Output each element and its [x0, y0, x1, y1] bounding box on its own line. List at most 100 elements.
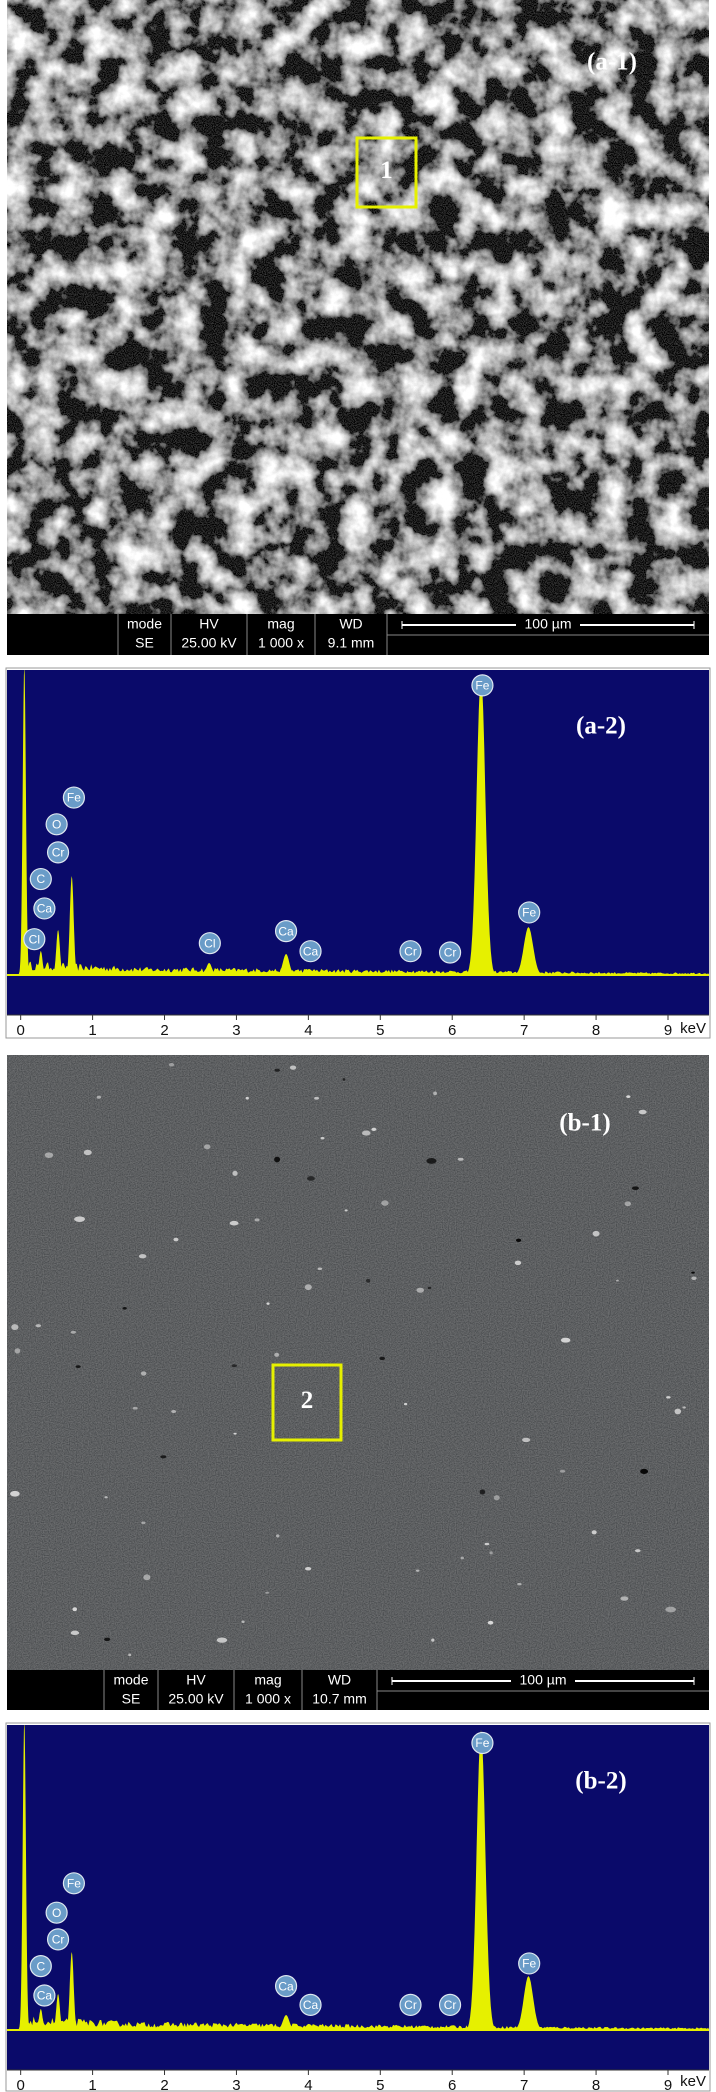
speck [620, 1596, 629, 1601]
peak-label-marker [399, 940, 422, 963]
x-tick-label: 5 [376, 2077, 384, 2092]
speck [665, 1606, 676, 1613]
x-tick-label: 9 [664, 1022, 672, 1039]
speck [489, 1551, 493, 1555]
peak-label: Cr [52, 846, 65, 860]
speck [128, 1653, 132, 1657]
speck [11, 1324, 19, 1331]
peak-label: Ca [303, 944, 319, 958]
peak [432, 972, 466, 975]
speck [427, 1286, 432, 1290]
speck [231, 1364, 237, 1368]
x-tick-label: 7 [520, 2077, 528, 2092]
speck [403, 1402, 408, 1406]
speck [304, 1284, 312, 1291]
speck [640, 1468, 649, 1474]
peak-label-marker [274, 920, 298, 943]
info-value: 1 000 x [258, 635, 304, 651]
speck [74, 1216, 86, 1222]
peak [432, 2027, 466, 2030]
x-tick-label: 4 [304, 2077, 312, 2092]
x-tick-label: 8 [592, 2077, 600, 2092]
peak-label: Cr [52, 1933, 65, 1947]
speck [14, 1348, 21, 1354]
speck [484, 1542, 490, 1546]
speck [592, 1230, 600, 1237]
speck [691, 1276, 697, 1281]
x-tick-label: 0 [16, 1022, 24, 1039]
peak [394, 2027, 426, 2030]
scale-bg [516, 617, 580, 633]
speck [122, 1306, 127, 1310]
peak [463, 1730, 499, 2030]
peak-label-marker [29, 867, 52, 891]
continuum [27, 2016, 709, 2030]
x-tick-label: 9 [664, 2077, 672, 2092]
speck [415, 1569, 420, 1572]
speck [371, 1127, 377, 1131]
speck [229, 1220, 239, 1226]
x-unit: keV [680, 1020, 706, 1037]
speck [83, 1149, 92, 1156]
peak [273, 954, 299, 975]
peak-label: Fe [475, 1736, 489, 1750]
speck [631, 1186, 639, 1190]
region-box [271, 1363, 343, 1442]
speck [591, 1530, 597, 1535]
peak-label-marker [471, 674, 494, 697]
speck [289, 1065, 297, 1070]
peak [34, 2009, 48, 2030]
speck [168, 1062, 175, 1067]
speck [624, 1201, 632, 1207]
info-bar-left [7, 1670, 104, 1710]
peak-label-marker [438, 1993, 462, 2016]
peak-label-marker [299, 940, 322, 963]
speck [514, 1260, 522, 1266]
speck [317, 1267, 323, 1270]
panel-label: (a-2) [576, 713, 626, 740]
panel-label: (b-1) [559, 1110, 610, 1137]
x-tick-label: 5 [376, 1022, 384, 1039]
speck [517, 1582, 522, 1586]
peak-label-marker [45, 813, 68, 836]
peak-label: Cr [444, 946, 457, 960]
info-header: mode [113, 1672, 148, 1688]
peak-label: Cl [29, 932, 40, 946]
x-tick-label: 1 [88, 1022, 96, 1039]
speck [171, 1410, 177, 1413]
peak [295, 2024, 323, 2030]
info-value: 25.00 kV [181, 635, 237, 651]
peak-label-marker [45, 1901, 68, 1924]
x-unit: keV [680, 2073, 706, 2090]
speck [274, 1352, 280, 1357]
x-tick-label: 2 [160, 2077, 168, 2092]
peak-label: O [52, 817, 61, 831]
speck [457, 1157, 464, 1161]
peak [34, 951, 48, 975]
info-header: mode [127, 616, 162, 632]
continuum [27, 961, 709, 975]
scale-text: 100 µm [525, 616, 572, 632]
info-header: mag [254, 1672, 281, 1688]
peak-label-marker [438, 941, 462, 964]
peak [463, 675, 499, 975]
info-value: 25.00 kV [168, 1691, 224, 1707]
spectrum [17, 670, 709, 975]
peak-label: Ca [278, 924, 294, 938]
info-bar [104, 1670, 709, 1710]
info-value: 1 000 x [245, 1691, 291, 1707]
info-header: mag [267, 616, 294, 632]
peak-label: Fe [522, 1957, 536, 1971]
speck [72, 1607, 78, 1612]
peak-label-marker [518, 1952, 541, 1975]
speck [682, 1406, 686, 1409]
x-tick-label: 0 [16, 2077, 24, 2092]
peak-label: Cr [444, 1998, 457, 2012]
info-header: HV [199, 616, 219, 632]
info-value: 10.7 mm [312, 1691, 366, 1707]
x-tick-label: 8 [592, 1022, 600, 1039]
speck [522, 1437, 531, 1443]
peak [17, 670, 31, 975]
peak-label-marker [274, 1975, 298, 1998]
